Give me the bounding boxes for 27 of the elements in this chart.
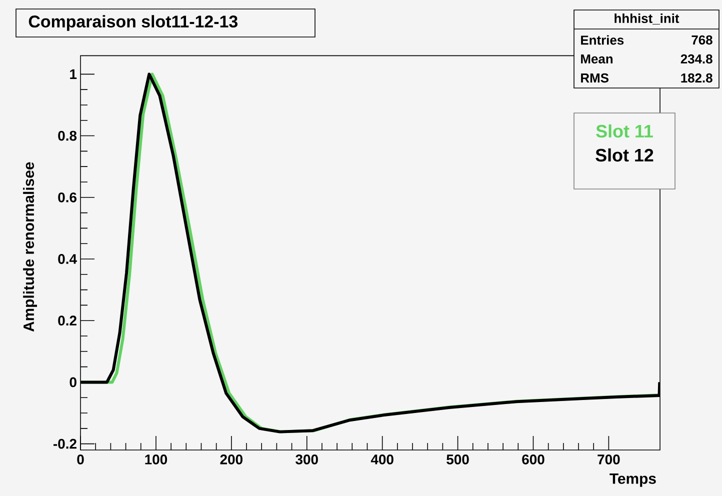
annotation: Mean [581, 54, 612, 64]
x-tick-label: 100 [145, 454, 168, 464]
text: Slot 11 [596, 124, 653, 138]
x-tick-label: 0 [77, 454, 84, 464]
y-axis-title: Amplitude renormalisee [23, 162, 37, 332]
y-tick-label: 0.2 [58, 316, 76, 326]
text: 768 [692, 35, 712, 45]
y-tick-label: 0.4 [58, 254, 77, 264]
x-tick-label: 700 [598, 454, 620, 464]
y-tick-label: 0.6 [58, 192, 76, 202]
text: hhhist_init [614, 14, 680, 24]
x-tick-label: 500 [446, 454, 469, 464]
y-tick-label: 0.8 [58, 130, 77, 141]
annotation: RMS [581, 73, 608, 83]
text: 182.8 [681, 73, 712, 83]
chart-title: Comparaison slot11-12-13 [28, 15, 238, 31]
text: 234.8 [680, 54, 712, 64]
y-tick-label: 1 [70, 69, 77, 79]
x-tick-label: 300 [296, 454, 318, 464]
x-axis-title: Temps [610, 474, 656, 487]
text: Entries [581, 35, 624, 45]
x-tick-label: 600 [522, 454, 544, 464]
y-tick-label: 0 [70, 377, 76, 388]
y-tick-label: -0.2 [54, 438, 76, 449]
x-tick-label: 400 [370, 454, 394, 464]
x-tick-label: 200 [220, 454, 242, 464]
text: Slot 12 [596, 148, 654, 162]
